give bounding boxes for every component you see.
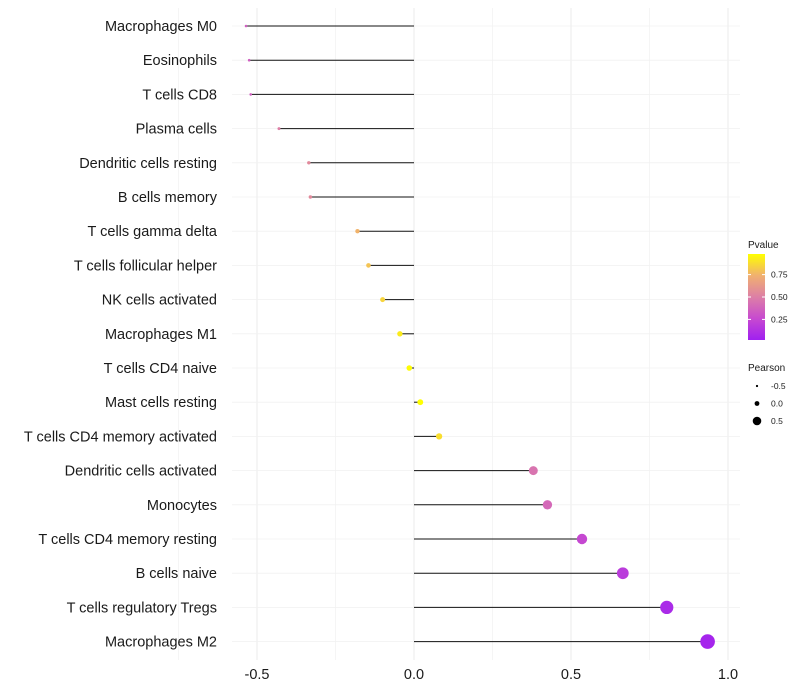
category-label: Dendritic cells resting	[79, 156, 217, 172]
size-legend-title: Pearson	[748, 363, 785, 374]
data-point	[700, 634, 715, 649]
size-key-label: 0.0	[771, 399, 783, 409]
data-point	[244, 24, 248, 28]
size-key-dot	[755, 384, 759, 388]
x-tick-label: -0.5	[245, 667, 270, 683]
category-label: Macrophages M0	[105, 19, 217, 35]
data-point	[435, 433, 443, 440]
category-label: T cells CD4 memory activated	[24, 429, 217, 445]
category-label: T cells CD4 naive	[104, 361, 217, 377]
category-label: Macrophages M1	[105, 327, 217, 343]
data-point	[249, 93, 253, 96]
color-tick-label: 0.50	[771, 292, 788, 302]
data-point	[355, 229, 360, 234]
data-point	[542, 500, 553, 510]
lollipop-points	[244, 24, 715, 649]
category-label: Macrophages M2	[105, 635, 217, 651]
data-point	[576, 533, 588, 545]
size-key-label: 0.5	[771, 416, 783, 426]
category-label: Eosinophils	[143, 53, 217, 69]
data-point	[616, 567, 629, 580]
category-label: T cells CD4 memory resting	[38, 532, 217, 548]
category-label: Monocytes	[147, 498, 217, 514]
data-point	[660, 600, 674, 615]
color-legend-title: Pvalue	[748, 240, 779, 251]
category-label: Mast cells resting	[105, 395, 217, 411]
lollipop-stems	[246, 25, 708, 643]
color-tick-label: 0.75	[771, 270, 788, 280]
x-tick-label: 0.5	[561, 667, 581, 683]
category-labels: Macrophages M0 Eosinophils T cells CD8 Plas…	[24, 19, 218, 651]
data-point	[380, 297, 386, 303]
data-point	[247, 58, 251, 62]
data-point	[528, 466, 538, 476]
color-legend-ticks: 0.75 0.50 0.25	[748, 270, 788, 324]
x-tick-label: 0.0	[404, 667, 424, 683]
legends: Pvalue 0.75 0.50 0.25 Pearson -0.5 0.0 0.5	[748, 240, 788, 426]
size-key-dot	[754, 401, 760, 406]
data-point	[397, 331, 403, 337]
size-key-label: -0.5	[771, 381, 786, 391]
size-key-dot	[752, 416, 762, 426]
x-axis-ticks: -0.5 0.0 0.5 1.0	[245, 667, 739, 683]
category-label: T cells CD8	[142, 87, 217, 103]
data-point	[366, 263, 371, 268]
category-label: B cells naive	[136, 566, 217, 582]
category-label: Plasma cells	[136, 122, 217, 138]
data-point	[417, 399, 424, 406]
category-label: NK cells activated	[102, 293, 217, 309]
gridlines	[178, 8, 740, 660]
category-label: T cells gamma delta	[88, 224, 218, 240]
data-point	[308, 195, 313, 199]
color-tick-label: 0.25	[771, 314, 788, 324]
category-label: T cells follicular helper	[74, 258, 217, 274]
x-tick-label: 1.0	[718, 667, 738, 683]
size-legend-keys: -0.5 0.0 0.5	[752, 381, 786, 426]
category-label: Dendritic cells activated	[65, 464, 217, 480]
data-point	[307, 161, 311, 165]
category-label: T cells regulatory Tregs	[67, 600, 217, 616]
data-point	[277, 127, 281, 131]
category-label: B cells memory	[118, 190, 218, 206]
color-legend-bar	[748, 254, 765, 340]
data-point	[406, 365, 413, 371]
